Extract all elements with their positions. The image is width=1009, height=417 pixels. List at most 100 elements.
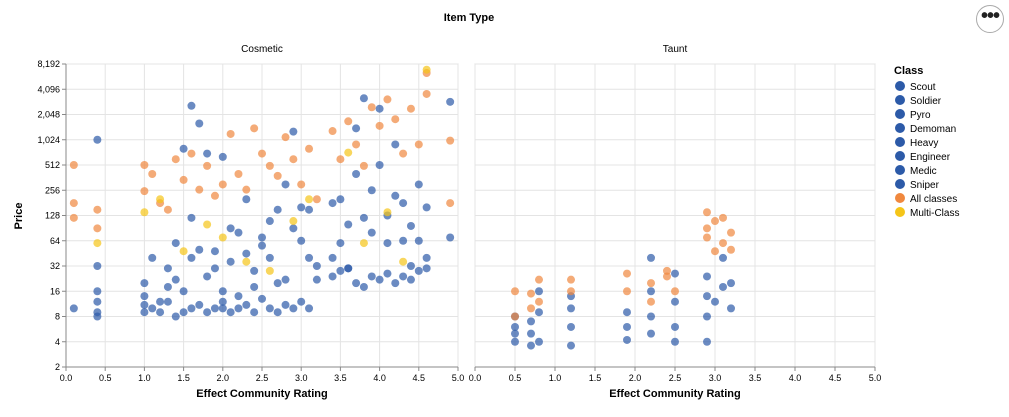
data-point xyxy=(399,272,408,281)
y-tick-label: 256 xyxy=(45,185,60,195)
data-point xyxy=(336,239,345,248)
data-point xyxy=(258,294,266,303)
x-tick-label: 0.5 xyxy=(99,373,112,383)
legend-label: All classes xyxy=(910,194,957,205)
legend-item-medic[interactable]: Medic xyxy=(895,165,937,177)
data-point xyxy=(703,208,711,217)
data-point xyxy=(226,224,235,233)
data-point xyxy=(367,186,376,195)
data-point xyxy=(258,241,266,250)
x-tick-label: 3.0 xyxy=(709,373,722,383)
data-point xyxy=(195,119,204,128)
data-point xyxy=(727,245,735,254)
data-point xyxy=(171,312,180,321)
data-point xyxy=(156,297,165,306)
data-point xyxy=(93,287,102,296)
data-point xyxy=(719,282,727,291)
data-point xyxy=(210,191,219,200)
data-point xyxy=(140,208,149,217)
data-point xyxy=(703,292,711,301)
legend-item-demoman[interactable]: Demoman xyxy=(895,123,956,135)
data-point xyxy=(703,272,711,281)
data-point xyxy=(344,148,353,157)
series-engineer xyxy=(93,264,431,321)
data-point xyxy=(234,304,243,313)
data-point xyxy=(511,337,519,346)
legend-item-multi-class[interactable]: Multi-Class xyxy=(895,207,959,219)
data-point xyxy=(352,169,361,178)
data-point xyxy=(265,161,274,170)
data-point xyxy=(281,133,290,142)
data-point xyxy=(567,322,575,331)
data-point xyxy=(242,185,251,194)
data-point xyxy=(367,272,376,281)
data-point xyxy=(567,275,575,284)
legend-swatch xyxy=(895,95,905,105)
data-point xyxy=(93,224,102,233)
data-point xyxy=(203,272,212,281)
data-point xyxy=(265,266,274,275)
data-point xyxy=(446,233,455,242)
data-point xyxy=(148,304,157,313)
x-tick-label: 0.5 xyxy=(509,373,522,383)
legend-item-engineer[interactable]: Engineer xyxy=(895,151,951,163)
x-tick-label: 3.5 xyxy=(749,373,762,383)
data-point xyxy=(140,279,149,288)
data-point xyxy=(344,264,353,273)
data-point xyxy=(422,89,431,98)
legend-label: Sniper xyxy=(910,180,940,191)
chart-actions-button[interactable]: ••• xyxy=(976,5,1004,33)
data-point xyxy=(399,199,408,208)
data-point xyxy=(281,300,290,309)
data-point xyxy=(195,185,204,194)
y-axis-label: Price xyxy=(13,203,25,230)
data-point xyxy=(375,121,384,130)
data-point xyxy=(69,304,78,313)
y-tick-label: 2,048 xyxy=(37,110,60,120)
data-point xyxy=(647,279,655,288)
legend-item-heavy[interactable]: Heavy xyxy=(895,137,938,149)
data-point xyxy=(305,205,314,214)
data-point xyxy=(383,239,392,248)
data-point xyxy=(69,161,78,169)
data-point xyxy=(289,304,298,313)
data-point xyxy=(93,297,102,306)
data-point xyxy=(383,95,392,104)
legend-item-sniper[interactable]: Sniper xyxy=(895,179,940,191)
legend-title: Class xyxy=(894,65,923,77)
x-axis-label: Effect Community Rating xyxy=(196,388,327,400)
data-point xyxy=(414,140,423,149)
legend-item-scout[interactable]: Scout xyxy=(895,81,936,93)
data-point xyxy=(711,247,719,256)
data-point xyxy=(305,304,314,313)
y-tick-label: 8 xyxy=(55,312,60,322)
data-point xyxy=(703,312,711,321)
data-point xyxy=(203,161,212,170)
data-point xyxy=(242,300,251,309)
data-point xyxy=(273,205,282,214)
data-point xyxy=(367,228,376,237)
x-tick-label: 0.0 xyxy=(60,373,73,383)
data-point xyxy=(265,217,274,226)
data-point xyxy=(719,253,727,262)
data-point xyxy=(273,171,282,180)
y-tick-label: 128 xyxy=(45,211,60,221)
data-point xyxy=(179,308,188,317)
data-point xyxy=(422,253,431,262)
legend-item-all-classes[interactable]: All classes xyxy=(895,193,957,205)
data-point xyxy=(163,297,172,306)
data-point xyxy=(399,236,408,245)
data-point xyxy=(234,169,243,178)
legend-item-soldier[interactable]: Soldier xyxy=(895,95,942,107)
data-point xyxy=(647,287,655,296)
data-point xyxy=(234,228,243,237)
data-point xyxy=(414,236,423,245)
data-point xyxy=(535,337,543,346)
data-point xyxy=(289,127,298,136)
data-point xyxy=(414,266,423,275)
data-point xyxy=(527,317,535,326)
data-point xyxy=(647,329,655,338)
data-point xyxy=(289,224,298,233)
legend-item-pyro[interactable]: Pyro xyxy=(895,109,931,121)
data-point xyxy=(289,217,298,226)
